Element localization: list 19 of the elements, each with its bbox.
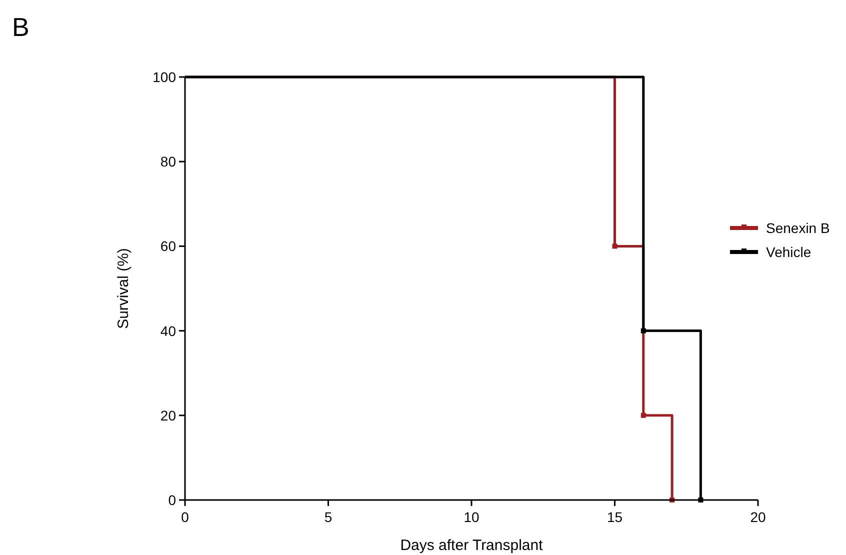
legend-label: Vehicle (766, 244, 812, 260)
y-tick-label: 20 (160, 407, 176, 424)
chart-title: B (12, 12, 30, 42)
x-tick-label: 5 (324, 509, 332, 525)
x-axis-title: Days after Transplant (400, 537, 544, 554)
y-tick-label: 80 (160, 154, 176, 170)
y-tick-label: 60 (160, 238, 176, 254)
x-tick-label: 10 (464, 509, 480, 525)
point (640, 412, 646, 418)
x-tick-label: 15 (606, 509, 623, 525)
y-tick-label: 40 (160, 322, 176, 339)
x-tick-label: 20 (750, 509, 766, 525)
legend-label: Senexin B (766, 220, 830, 236)
y-axis-title: Survival (%) (115, 248, 132, 329)
y-tick-label: 100 (152, 69, 176, 85)
x-tick-label: 0 (181, 509, 190, 525)
point (612, 244, 618, 249)
point (640, 328, 646, 334)
y-tick-label: 0 (168, 492, 176, 508)
